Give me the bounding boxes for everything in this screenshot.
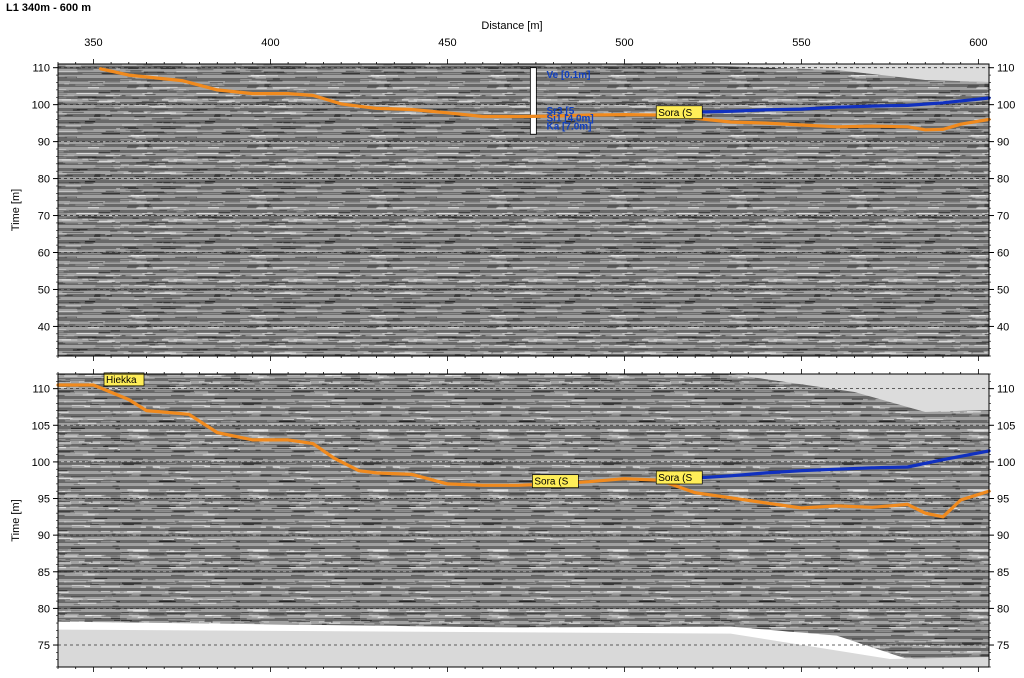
borehole-layer-label: Ve [0.1m] (547, 70, 591, 81)
y-tick-label-right: 50 (997, 284, 1009, 296)
x-axis-title: Distance [m] (481, 20, 543, 32)
annotation-label: Sora (S (658, 473, 692, 484)
y-tick-label: 105 (32, 420, 50, 432)
borehole-layer-label: Ka [7.0m] (547, 121, 592, 132)
horizon-line-orange (98, 67, 991, 132)
y-tick-label: 100 (32, 457, 50, 469)
air-region (624, 64, 989, 82)
annotation-label: Hiekka (106, 375, 137, 386)
y-tick-label-right: 75 (997, 640, 1009, 652)
y-tick-label-right: 80 (997, 603, 1009, 615)
no-data-region-shade (58, 629, 989, 667)
y-tick-label: 70 (38, 211, 50, 223)
annotation-box (531, 474, 579, 489)
y-tick-label-right: 60 (997, 248, 1009, 260)
y-axis-title: Time [m] (10, 499, 22, 541)
radargram-banding (58, 374, 989, 667)
y-axis-title: Time [m] (10, 189, 22, 231)
y-tick-label-right: 100 (997, 457, 1015, 469)
x-tick-label: 500 (615, 37, 633, 49)
chart-title: L1 340m - 600 m (6, 2, 91, 14)
panel-upper: 40 40 50 50 60 60 70 70 80 80 90 90 100 100 110 110 350 4… (10, 37, 1015, 361)
y-tick-label-right: 40 (997, 321, 1009, 333)
borehole-layer-label: Sr3 [5 (547, 106, 575, 117)
y-tick-label: 100 (32, 100, 50, 112)
annotation-label: Sora (S (534, 477, 568, 488)
borehole-layer-label: Si1 [4.0m] (547, 114, 594, 125)
y-tick-label: 60 (38, 248, 50, 260)
radargram-banding (58, 64, 989, 356)
y-tick-label-right: 90 (997, 137, 1009, 149)
y-tick-label: 80 (38, 174, 50, 186)
y-tick-label-right: 100 (997, 100, 1015, 112)
y-tick-label: 110 (32, 63, 50, 75)
plot-frame (57, 63, 990, 357)
x-tick-label: 450 (438, 37, 456, 49)
y-tick-label-right: 80 (997, 174, 1009, 186)
y-tick-label: 40 (38, 321, 50, 333)
y-tick-label: 85 (38, 567, 50, 579)
y-tick-label-right: 85 (997, 567, 1009, 579)
y-tick-label: 50 (38, 284, 50, 296)
y-tick-label: 90 (38, 530, 50, 542)
y-tick-label: 80 (38, 603, 50, 615)
annotation-label: Sora (S (658, 108, 692, 119)
y-tick-label-right: 105 (997, 420, 1015, 432)
horizon-line-orange (56, 383, 991, 519)
y-tick-label-right: 95 (997, 494, 1009, 506)
plot-frame (57, 373, 990, 668)
y-tick-label: 95 (38, 494, 50, 506)
annotation-box (655, 470, 703, 485)
panel-lower: 75 75 80 80 85 85 90 90 95 95 100 100 105 105 110 110 Ti… (10, 369, 1015, 672)
annotation-box (103, 372, 145, 387)
y-tick-label: 75 (38, 640, 50, 652)
y-tick-label-right: 110 (997, 384, 1015, 396)
y-tick-label: 110 (32, 384, 50, 396)
y-tick-label: 90 (38, 137, 50, 149)
horizon-line-blue (693, 96, 991, 114)
annotation-box (655, 105, 703, 120)
x-tick-label: 550 (792, 37, 810, 49)
x-tick-label: 350 (84, 37, 102, 49)
y-tick-label-right: 110 (997, 63, 1015, 75)
x-tick-label: 600 (969, 37, 987, 49)
y-tick-label-right: 90 (997, 530, 1009, 542)
borehole-column (529, 67, 537, 135)
x-tick-label: 400 (261, 37, 279, 49)
horizon-line-blue (693, 449, 991, 480)
air-region (624, 374, 989, 412)
y-tick-label-right: 70 (997, 211, 1009, 223)
